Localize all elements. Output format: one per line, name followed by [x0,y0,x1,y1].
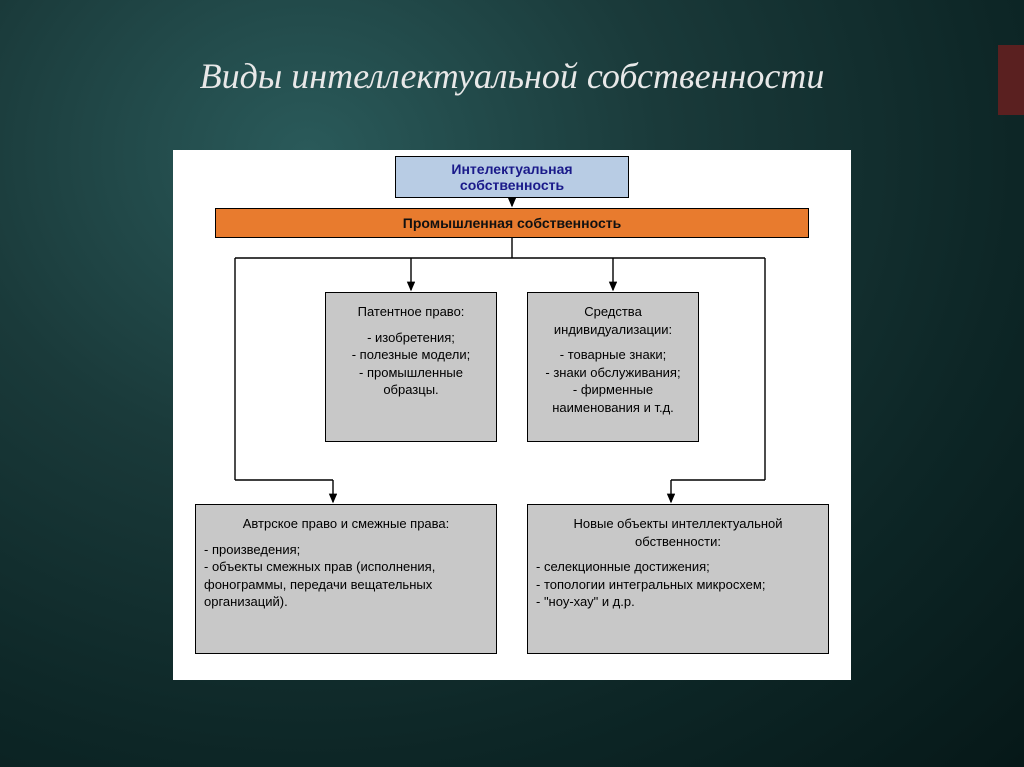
node-copyright: Автрское право и смежные права: - произв… [195,504,497,654]
node-root-label: Интелектуальная собственность [451,161,572,193]
node-patent-items: - изобретения; - полезные модели; - пром… [334,329,488,399]
node-means-title: Средства индивидуализации: [536,303,690,338]
node-copyright-items: - произведения; - объекты смежных прав (… [204,541,488,611]
node-means-items: - товарные знаки; - знаки обслуживания; … [536,346,690,416]
node-patent: Патентное право: - изобретения; - полезн… [325,292,497,442]
slide-title: Виды интеллектуальной собственности [0,55,1024,97]
node-newobj-items: - селекционные достижения; - топологии и… [536,558,820,611]
node-industrial-label: Промышленная собственность [403,215,621,231]
diagram-canvas: Интелектуальная собственность Промышленн… [173,150,851,680]
node-patent-title: Патентное право: [334,303,488,321]
node-newobj: Новые объекты интеллектуальной обственно… [527,504,829,654]
node-means: Средства индивидуализации: - товарные зн… [527,292,699,442]
node-root: Интелектуальная собственность [395,156,629,198]
node-newobj-title: Новые объекты интеллектуальной обственно… [536,515,820,550]
node-copyright-title: Автрское право и смежные права: [204,515,488,533]
node-industrial: Промышленная собственность [215,208,809,238]
